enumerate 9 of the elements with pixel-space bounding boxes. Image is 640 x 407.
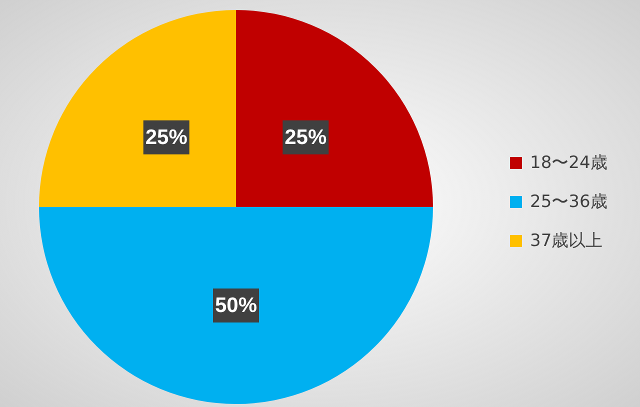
legend-label: 37歳以上: [530, 231, 603, 251]
data-label: 50%: [214, 294, 258, 317]
pie-slice: [39, 10, 236, 207]
pie-slice: [39, 207, 433, 404]
legend-label: 18〜24歳: [530, 153, 608, 173]
legend-label: 25〜36歳: [530, 192, 608, 212]
pie-slice: [236, 10, 433, 207]
data-label: 25%: [284, 126, 327, 149]
data-label: 25%: [145, 126, 188, 149]
